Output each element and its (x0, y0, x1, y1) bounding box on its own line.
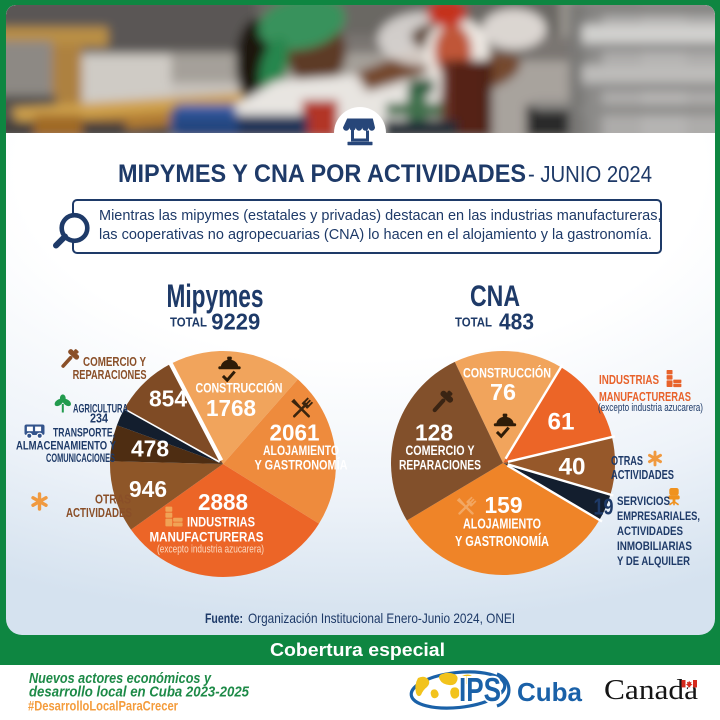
svg-text:159: 159 (485, 492, 523, 518)
svg-text:MANUFACTURERAS: MANUFACTURERAS (150, 529, 264, 544)
svg-text:946: 946 (129, 476, 167, 502)
svg-text:CONSTRUCCIÓN: CONSTRUCCIÓN (463, 366, 551, 381)
svg-text:desarrollo local en Cuba 2023-: desarrollo local en Cuba 2023-2025 (29, 685, 250, 701)
svg-text:#DesarrolloLocalParaCrecer: #DesarrolloLocalParaCrecer (28, 698, 178, 714)
svg-text:COMERCIO Y: COMERCIO Y (406, 443, 475, 458)
svg-text:COMUNICACIONES: COMUNICACIONES (46, 451, 115, 465)
svg-text:Fuente:: Fuente: (205, 610, 243, 626)
svg-text:TOTAL: TOTAL (455, 314, 492, 329)
svg-text:234: 234 (90, 412, 108, 426)
svg-text:Y DE ALQUILER: Y DE ALQUILER (617, 556, 691, 568)
svg-text:IPS: IPS (459, 671, 501, 708)
svg-text:19: 19 (594, 494, 614, 520)
svg-text:Canada: Canada (604, 675, 699, 706)
svg-text:9229: 9229 (211, 309, 260, 335)
svg-text:CONSTRUCCIÓN: CONSTRUCCIÓN (196, 381, 283, 396)
svg-text:ALMACENAMIENTO Y: ALMACENAMIENTO Y (16, 439, 116, 453)
svg-text:Organización Institucional Ene: Organización Institucional Enero-Junio 2… (248, 610, 515, 626)
svg-text:Nuevos actores económicos y: Nuevos actores económicos y (29, 671, 212, 687)
svg-text:MANUFACTURERAS: MANUFACTURERAS (599, 389, 691, 404)
svg-text:REPARACIONES: REPARACIONES (399, 458, 481, 473)
svg-text:2888: 2888 (198, 489, 248, 515)
svg-text:OTRAS: OTRAS (611, 454, 643, 468)
svg-text:INMOBILIARIAS: INMOBILIARIAS (617, 541, 692, 553)
svg-text:REPARACIONES: REPARACIONES (73, 367, 147, 382)
svg-text:AGRICULTURA: AGRICULTURA (73, 402, 128, 416)
svg-text:ACTIVIDADES: ACTIVIDADES (617, 526, 683, 538)
svg-text:TOTAL: TOTAL (170, 314, 207, 329)
svg-text:ALOJAMIENTO: ALOJAMIENTO (263, 443, 339, 458)
svg-text:483: 483 (499, 309, 534, 335)
svg-text:EMPRESARIALES,: EMPRESARIALES, (617, 511, 700, 523)
svg-text:INDUSTRIAS: INDUSTRIAS (599, 372, 659, 387)
svg-text:478: 478 (131, 436, 169, 462)
svg-text:Mipymes: Mipymes (167, 278, 264, 314)
svg-text:Cuba: Cuba (517, 677, 583, 707)
svg-text:TRANSPORTE,: TRANSPORTE, (53, 426, 115, 440)
svg-text:CNA: CNA (470, 280, 520, 313)
svg-text:ACTIVIDADES: ACTIVIDADES (611, 468, 674, 482)
svg-text:40: 40 (559, 454, 586, 481)
svg-text:854: 854 (149, 386, 187, 412)
svg-text:INDUSTRIAS: INDUSTRIAS (187, 514, 255, 529)
svg-text:ACTIVIDADES: ACTIVIDADES (66, 505, 132, 520)
svg-text:ALOJAMIENTO: ALOJAMIENTO (463, 516, 541, 533)
svg-text:- JUNIO 2024: - JUNIO 2024 (528, 161, 652, 187)
svg-text:1768: 1768 (206, 395, 256, 421)
svg-text:Y GASTRONOMÍA: Y GASTRONOMÍA (455, 533, 549, 550)
svg-text:Cobertura especial: Cobertura especial (270, 639, 445, 660)
svg-text:61: 61 (548, 409, 575, 436)
svg-text:SERVICIOS: SERVICIOS (617, 496, 670, 508)
svg-text:(excepto industria azucarera): (excepto industria azucarera) (157, 544, 264, 556)
svg-text:128: 128 (415, 420, 453, 446)
svg-text:76: 76 (490, 379, 516, 405)
svg-text:OTRAS: OTRAS (95, 492, 131, 507)
svg-text:2061: 2061 (270, 420, 320, 446)
svg-text:(excepto industria azucarera): (excepto industria azucarera) (598, 402, 703, 414)
svg-text:MIPYMES Y CNA POR ACTIVIDADES: MIPYMES Y CNA POR ACTIVIDADES (118, 160, 526, 188)
svg-text:COMERCIO Y: COMERCIO Y (83, 354, 146, 369)
svg-text:Y GASTRONOMÍA: Y GASTRONOMÍA (255, 458, 348, 473)
